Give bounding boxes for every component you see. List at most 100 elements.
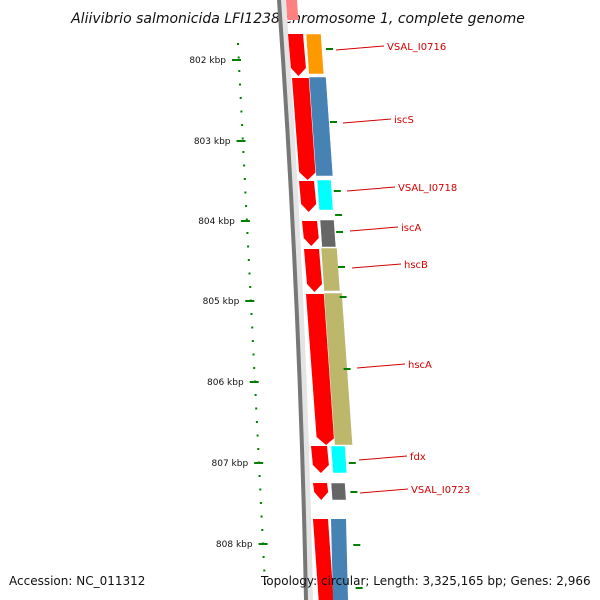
feature-tick xyxy=(350,491,358,493)
major-tick xyxy=(240,220,250,222)
feature-tick xyxy=(339,296,347,298)
gene-feature-track xyxy=(305,33,363,600)
minor-tick xyxy=(261,529,264,531)
minor-tick xyxy=(238,70,241,72)
minor-tick xyxy=(250,313,253,315)
minor-tick xyxy=(257,448,260,450)
minor-tick xyxy=(262,556,265,558)
minor-tick xyxy=(248,272,251,275)
major-tick xyxy=(254,462,264,464)
gene-label: VSAL_I0723 xyxy=(411,485,470,496)
gene-label: VSAL_I0718 xyxy=(398,183,457,194)
tick-label: 805 kbp xyxy=(203,297,240,307)
minor-tick xyxy=(252,353,255,356)
minor-tick xyxy=(264,583,266,585)
feature-arrow xyxy=(306,294,336,445)
label-leader-group xyxy=(335,45,409,494)
minor-tick xyxy=(237,43,239,45)
tick-label: 802 kbp xyxy=(189,56,226,66)
gene-label: fdx xyxy=(410,452,426,463)
minor-tick xyxy=(256,434,259,437)
minor-tick xyxy=(242,151,245,153)
minor-tick xyxy=(246,232,249,234)
minor-tick xyxy=(239,83,241,86)
minor-tick xyxy=(259,488,262,491)
gene-feature xyxy=(316,179,334,211)
topology-text: Topology: circular; Length: 3,325,165 bp… xyxy=(261,574,591,588)
major-tick xyxy=(258,543,268,545)
minor-tick xyxy=(249,286,252,288)
minor-tick xyxy=(259,502,262,504)
feature-arrow xyxy=(288,34,306,76)
gene-feature xyxy=(330,445,348,474)
minor-tick xyxy=(251,326,254,329)
gene-feature xyxy=(305,33,325,75)
backbone-shadow xyxy=(278,0,313,600)
label-leader xyxy=(356,363,406,369)
feature-tick xyxy=(355,587,363,589)
label-leader xyxy=(358,455,408,461)
feature-arrow xyxy=(286,0,299,20)
gene-label: hscA xyxy=(408,360,432,371)
accession-text: Accession: NC_011312 xyxy=(9,574,146,588)
tick-label: 808 kbp xyxy=(216,540,253,550)
minor-tick xyxy=(247,259,250,261)
feature-tick xyxy=(353,544,361,546)
feature-tick xyxy=(348,462,356,464)
feature-arrow xyxy=(302,221,319,246)
gene-feature xyxy=(323,292,353,446)
tick-label: 806 kbp xyxy=(207,378,244,388)
feature-tick xyxy=(333,190,341,192)
minor-tick-group xyxy=(237,43,266,585)
backbone-arc xyxy=(277,0,308,600)
minor-tick xyxy=(245,218,248,221)
minor-tick xyxy=(254,394,257,396)
gene-feature xyxy=(308,76,334,177)
label-leader xyxy=(351,263,402,269)
label-leader xyxy=(346,186,396,192)
major-tick xyxy=(236,140,246,142)
feature-tick xyxy=(335,214,343,216)
gene-label: iscA xyxy=(401,223,421,234)
gene-feature xyxy=(319,219,337,248)
feature-arrow xyxy=(292,78,317,180)
feature-arrow xyxy=(313,483,329,500)
minor-tick xyxy=(243,178,246,180)
feature-arrow xyxy=(304,249,323,292)
tick-label: 804 kbp xyxy=(198,217,235,227)
minor-tick xyxy=(253,367,256,369)
minor-tick xyxy=(241,124,244,126)
minor-tick xyxy=(239,97,242,99)
minor-tick xyxy=(244,191,247,194)
gene-label: VSAL_I0716 xyxy=(387,42,446,53)
feature-arrow xyxy=(299,181,317,212)
major-tick xyxy=(245,300,255,302)
minor-tick xyxy=(258,475,261,477)
tick-label: 803 kbp xyxy=(194,137,231,147)
minor-tick xyxy=(251,340,254,342)
feature-tick xyxy=(330,121,337,123)
major-tick xyxy=(232,59,241,61)
minor-tick xyxy=(263,569,266,572)
minor-tick xyxy=(243,164,246,167)
label-leader xyxy=(359,488,409,494)
label-leader xyxy=(335,45,385,51)
minor-tick xyxy=(237,56,240,59)
gene-feature xyxy=(330,482,347,501)
major-tick-group: 802 kbp 803 kbp 804 kbp 805 kbp 806 kbp 807 k… xyxy=(189,56,268,550)
minor-tick xyxy=(245,205,248,207)
feature-tick xyxy=(336,231,344,233)
red-feature-track xyxy=(286,0,336,600)
feature-arrow xyxy=(313,519,334,600)
minor-tick xyxy=(247,245,250,248)
gene-label: iscS xyxy=(394,115,414,126)
gene-feature xyxy=(331,519,348,600)
gene-label-group: VSAL_I0716 iscS VSAL_I0718 iscA hscB hscA fdx V… xyxy=(387,42,470,496)
tick-label: 807 kbp xyxy=(212,459,249,469)
minor-tick xyxy=(241,137,244,140)
minor-tick xyxy=(260,515,263,518)
minor-tick xyxy=(255,407,258,410)
gene-feature xyxy=(320,247,341,292)
label-leader xyxy=(342,118,392,124)
